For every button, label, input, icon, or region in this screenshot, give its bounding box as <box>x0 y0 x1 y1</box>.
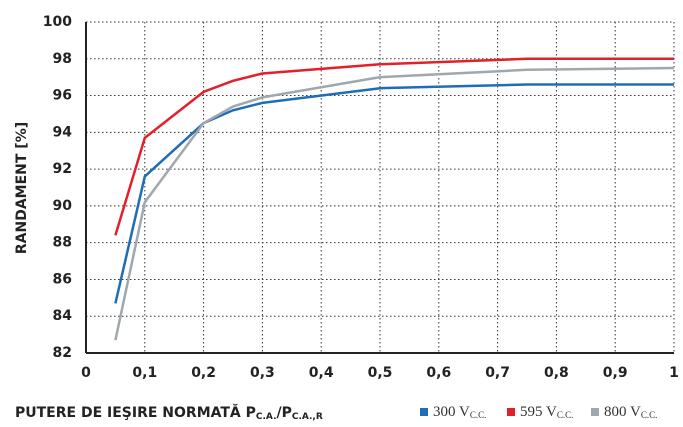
series-line <box>114 66 675 341</box>
series-line <box>114 83 674 304</box>
legend-subscript: C.C. <box>557 410 574 420</box>
legend-name: 300 V <box>433 404 470 420</box>
y-axis-label: RANDAMENT [%] <box>14 122 30 254</box>
y-tick-label: 94 <box>53 124 73 140</box>
legend-swatch <box>591 408 599 416</box>
x-label-main: PUTERE DE IEŞIRE NORMATĂ P <box>15 403 256 421</box>
x-tick-label: 0,9 <box>603 365 628 381</box>
x-axis-label: PUTERE DE IEŞIRE NORMATĂ PC.A./PC.A.,R <box>15 403 323 422</box>
legend-subscript: C.C. <box>641 410 658 420</box>
y-tick-label: 88 <box>53 235 72 251</box>
x-tick-label: 0,1 <box>132 365 157 381</box>
series-line <box>114 57 674 236</box>
legend-label: 800 VC.C. <box>604 404 657 420</box>
legend-name: 595 V <box>520 404 557 420</box>
x-label-sub: C.A. <box>256 412 277 422</box>
y-tick-label: 98 <box>53 51 72 67</box>
x-label-mid: /P <box>276 405 291 421</box>
legend-name: 800 V <box>604 404 641 420</box>
x-tick-label: 0,7 <box>485 365 510 381</box>
x-tick-label: 0,2 <box>191 365 216 381</box>
x-tick-label: 0,8 <box>544 365 569 381</box>
x-label-sub: C.A.,R <box>292 412 323 422</box>
y-tick-label: 92 <box>53 161 72 177</box>
x-tick-label: 0,5 <box>368 365 393 381</box>
x-tick-label: 0,4 <box>309 365 334 381</box>
x-tick-label: 0,6 <box>426 365 451 381</box>
x-tick-label: 0 <box>81 365 91 381</box>
y-tick-label: 86 <box>53 271 72 287</box>
y-tick-label: 84 <box>53 308 73 324</box>
x-tick-label: 0,3 <box>250 365 275 381</box>
legend-swatch <box>507 408 515 416</box>
legend-label: 300 VC.C. <box>433 404 486 420</box>
y-tick-label: 100 <box>43 14 72 30</box>
x-tick-label: 1 <box>669 365 679 381</box>
legend-swatch <box>420 408 428 416</box>
legend-subscript: C.C. <box>470 410 487 420</box>
y-tick-label: 96 <box>53 88 72 104</box>
legend-label: 595 VC.C. <box>520 404 573 420</box>
y-tick-label: 90 <box>53 198 73 214</box>
y-tick-label: 82 <box>53 345 72 361</box>
